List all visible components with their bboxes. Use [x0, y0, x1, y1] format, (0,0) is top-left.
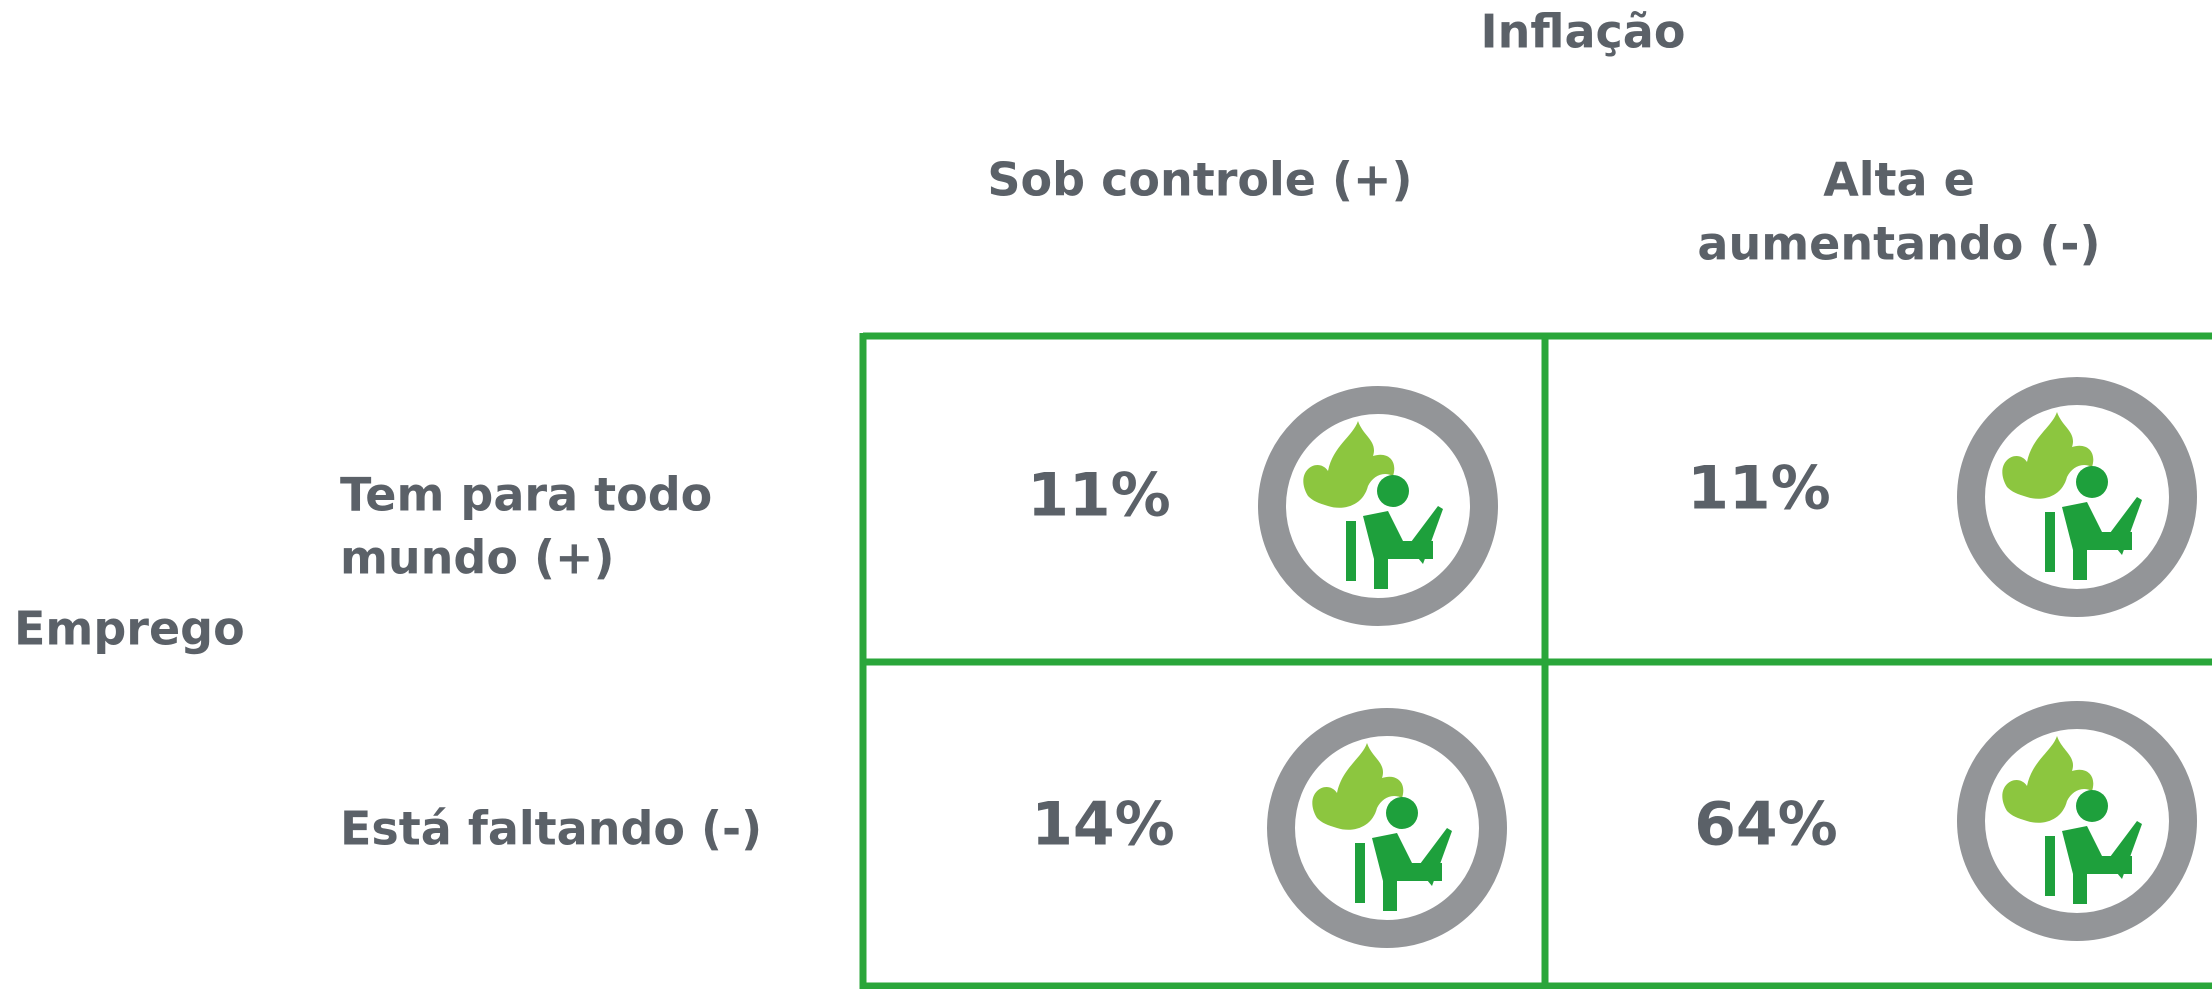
row-header: Tem para todo	[340, 468, 712, 522]
row-header: mundo (+)	[340, 531, 615, 585]
column-header: aumentando (-)	[1697, 217, 2100, 271]
icon	[1971, 391, 2183, 603]
grid	[859, 332, 2212, 989]
row-header: Está faltando (-)	[340, 802, 762, 856]
column-header: Sob controle (+)	[987, 153, 1412, 207]
column-header: Alta e	[1823, 153, 1975, 207]
cell-value: 64%	[1694, 790, 1838, 860]
cell-value: 14%	[1031, 790, 1175, 860]
cell-value: 11%	[1027, 461, 1171, 531]
icon	[1272, 400, 1484, 612]
row-group-title: Emprego	[14, 602, 245, 656]
icon	[1971, 715, 2183, 927]
cell-value: 11%	[1687, 454, 1831, 524]
icon	[1281, 722, 1493, 934]
column-group-title: Inflação	[1481, 5, 1686, 59]
